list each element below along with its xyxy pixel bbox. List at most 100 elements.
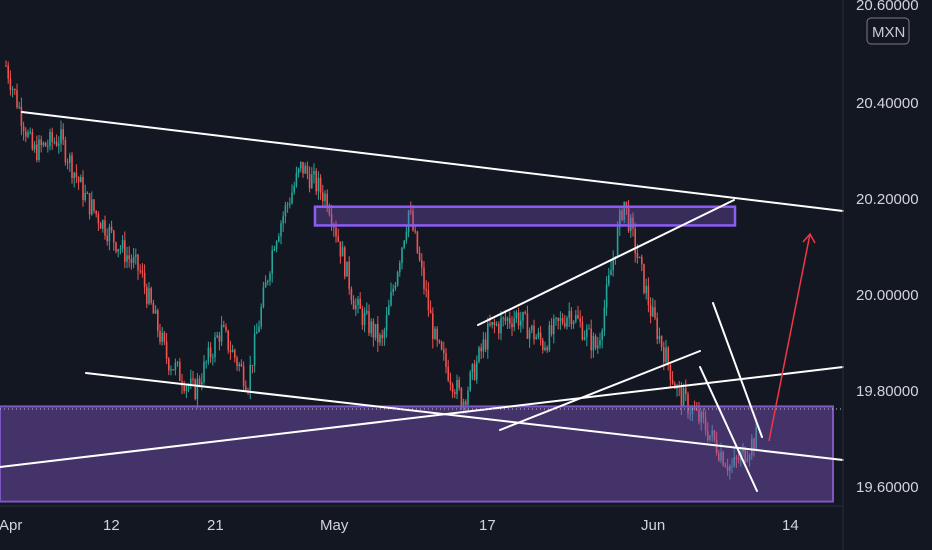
candle-body bbox=[159, 331, 161, 342]
candle-body bbox=[381, 334, 383, 339]
candle-body bbox=[733, 457, 735, 466]
candle-body bbox=[38, 139, 40, 160]
candle-body bbox=[579, 318, 581, 322]
candle-body bbox=[603, 307, 606, 331]
candle-body bbox=[436, 328, 438, 341]
candle-body bbox=[372, 321, 375, 338]
y-tick-label: 20.60000 bbox=[856, 0, 919, 14]
candle-body bbox=[601, 330, 603, 341]
candle-body bbox=[205, 361, 207, 363]
candle-body bbox=[311, 174, 313, 189]
candle-body bbox=[143, 272, 146, 288]
candle-body bbox=[183, 385, 185, 392]
candle-body bbox=[388, 305, 390, 315]
candle-body bbox=[172, 369, 174, 371]
currency-label: MXN bbox=[872, 24, 905, 41]
candle-body bbox=[289, 203, 291, 205]
y-tick-label: 20.40000 bbox=[856, 95, 919, 112]
candle-body bbox=[203, 361, 205, 383]
candle-body bbox=[465, 401, 467, 405]
candle-body bbox=[313, 170, 315, 175]
candle-body bbox=[724, 465, 727, 468]
upper-descending-line bbox=[21, 111, 844, 212]
candle-body bbox=[478, 347, 480, 362]
candle-body bbox=[449, 380, 452, 385]
candle-body bbox=[546, 347, 548, 351]
candle-body bbox=[29, 131, 31, 133]
candle-body bbox=[324, 193, 326, 202]
candle-body bbox=[295, 173, 298, 186]
candle-body bbox=[594, 336, 597, 348]
candle-body bbox=[152, 302, 155, 314]
candle-body bbox=[40, 139, 42, 146]
candle-body bbox=[401, 247, 403, 263]
candle-body bbox=[526, 313, 529, 339]
candle-body bbox=[170, 369, 172, 371]
candle-body bbox=[271, 250, 273, 274]
candle-body bbox=[434, 328, 436, 340]
candle-body bbox=[748, 455, 751, 460]
candle-body bbox=[489, 323, 491, 326]
time-axis[interactable]: Apr 12 21 May 17 Jun 14 bbox=[0, 505, 843, 534]
candle-body bbox=[328, 208, 331, 215]
candle-body bbox=[592, 336, 595, 351]
candle-body bbox=[643, 263, 645, 293]
candle-body bbox=[5, 65, 7, 67]
candle-body bbox=[621, 210, 623, 220]
y-tick-label: 20.00000 bbox=[856, 287, 919, 304]
candle-body bbox=[201, 382, 203, 385]
candle-body bbox=[711, 430, 713, 436]
candle-body bbox=[647, 285, 650, 306]
candle-body bbox=[99, 223, 102, 229]
candle-body bbox=[361, 308, 364, 325]
candle-body bbox=[88, 193, 91, 215]
candle-body bbox=[102, 220, 104, 229]
candle-body bbox=[14, 88, 16, 91]
candle-body bbox=[47, 146, 49, 148]
candle-body bbox=[179, 361, 181, 381]
candle-body bbox=[557, 317, 559, 321]
candle-body bbox=[511, 323, 513, 328]
candle-body bbox=[658, 336, 661, 340]
candle-body bbox=[348, 261, 350, 289]
candle-body bbox=[517, 312, 520, 326]
candle-body bbox=[636, 253, 639, 259]
candle-body bbox=[260, 306, 262, 327]
candle-body bbox=[484, 339, 487, 350]
candle-body bbox=[368, 311, 370, 334]
candle-body bbox=[412, 211, 414, 231]
x-tick-label: Jun bbox=[641, 517, 665, 534]
candle-body bbox=[414, 230, 416, 232]
candle-body bbox=[737, 458, 740, 461]
price-axis[interactable]: 20.60000 MXN 20.40000 20.20000 20.00000 … bbox=[842, 0, 919, 550]
candle-body bbox=[187, 385, 190, 387]
candle-body bbox=[190, 378, 192, 386]
candle-body bbox=[627, 206, 630, 231]
candle-body bbox=[196, 378, 199, 400]
candle-body bbox=[405, 231, 408, 241]
candle-body bbox=[192, 378, 194, 381]
candle-body bbox=[454, 392, 456, 395]
candle-body bbox=[108, 226, 111, 242]
candle-body bbox=[73, 172, 75, 178]
candle-body bbox=[154, 310, 157, 314]
candle-body bbox=[581, 321, 584, 340]
candle-body bbox=[370, 321, 372, 334]
candle-body bbox=[509, 318, 511, 324]
candle-body bbox=[513, 318, 515, 328]
candle-body bbox=[174, 362, 177, 371]
currency-badge bbox=[866, 17, 910, 45]
candle-body bbox=[623, 201, 625, 220]
rising-line bbox=[0, 366, 844, 468]
candle-body bbox=[157, 310, 159, 332]
candle-body bbox=[262, 287, 265, 307]
candle-body bbox=[462, 401, 465, 409]
candle-body bbox=[680, 386, 683, 407]
candle-body bbox=[660, 336, 663, 348]
candle-body bbox=[460, 388, 463, 409]
candle-body bbox=[566, 317, 568, 327]
candle-body bbox=[306, 165, 309, 174]
candle-body bbox=[218, 335, 221, 342]
candle-body bbox=[322, 192, 324, 202]
